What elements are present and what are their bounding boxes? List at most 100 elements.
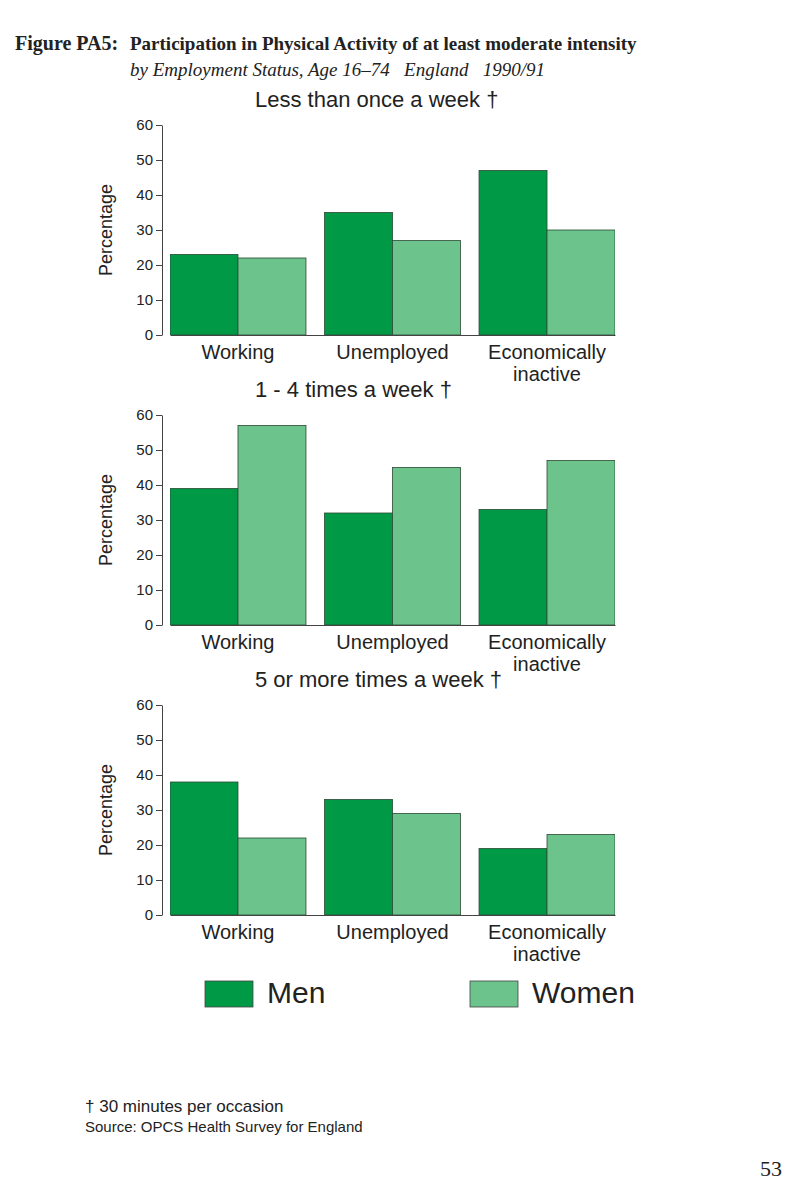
y-tick-label: 10 <box>136 581 153 598</box>
y-tick-mark <box>156 880 162 881</box>
bars <box>170 426 615 626</box>
x-tick-label: Unemployed <box>336 631 448 653</box>
y-tick: 30 <box>136 221 162 238</box>
bar <box>170 255 238 336</box>
x-axis-line <box>171 915 616 916</box>
legend-label: Men <box>267 976 325 1009</box>
y-tick-label: 40 <box>136 476 153 493</box>
bar <box>325 513 393 625</box>
y-tick: 10 <box>136 291 162 308</box>
y-tick-label: 40 <box>136 186 153 203</box>
panel: 1 - 4 times a week †0102030405060Percent… <box>96 377 616 675</box>
legend-swatch <box>470 981 518 1007</box>
bar <box>393 241 461 336</box>
x-tick-label: Working <box>201 341 274 363</box>
bars <box>170 782 615 915</box>
y-tick-mark <box>156 195 162 196</box>
y-tick-mark <box>156 915 162 916</box>
bar <box>547 230 615 335</box>
x-tick: Unemployed <box>336 341 448 363</box>
source: Source: OPCS Health Survey for England <box>85 1118 363 1135</box>
bar <box>479 849 547 916</box>
bar <box>238 426 306 626</box>
y-tick-label: 10 <box>136 291 153 308</box>
y-tick-label: 30 <box>136 221 153 238</box>
y-tick: 0 <box>145 906 162 923</box>
y-tick-label: 60 <box>136 116 153 133</box>
y-tick: 50 <box>136 151 162 168</box>
y-tick-label: 0 <box>145 326 153 343</box>
y-tick: 0 <box>145 326 162 343</box>
x-tick: Economicallyinactive <box>488 921 606 965</box>
y-tick: 40 <box>136 186 162 203</box>
y-tick: 10 <box>136 871 162 888</box>
legend-label: Women <box>532 976 635 1009</box>
x-tick: Economicallyinactive <box>488 631 606 675</box>
y-axis: 0102030405060 <box>136 696 162 923</box>
figure: Figure PA5:Participation in Physical Act… <box>0 0 800 1192</box>
y-tick-label: 0 <box>145 906 153 923</box>
y-tick: 20 <box>136 546 162 563</box>
y-tick-mark <box>156 265 162 266</box>
bar <box>547 835 615 916</box>
x-tick: Unemployed <box>336 631 448 653</box>
y-tick-mark <box>156 705 162 706</box>
y-tick-mark <box>156 775 162 776</box>
y-tick: 40 <box>136 476 162 493</box>
y-tick-label: 50 <box>136 441 153 458</box>
bar <box>170 489 238 626</box>
bar <box>393 468 461 626</box>
y-tick-mark <box>156 415 162 416</box>
y-tick-mark <box>156 590 162 591</box>
y-tick-label: 30 <box>136 511 153 528</box>
y-tick-label: 50 <box>136 151 153 168</box>
x-tick: Working <box>201 631 274 653</box>
y-tick: 20 <box>136 256 162 273</box>
y-tick-label: 30 <box>136 801 153 818</box>
x-tick-label: Economicallyinactive <box>488 631 606 675</box>
bar <box>238 258 306 335</box>
y-axis-title: Percentage <box>96 474 116 566</box>
x-axis-line <box>171 335 616 336</box>
chart-title: 1 - 4 times a week † <box>255 377 452 402</box>
y-axis-line <box>162 706 163 916</box>
y-tick-mark <box>156 520 162 521</box>
y-tick-mark <box>156 230 162 231</box>
legend: Men Women <box>205 976 635 1009</box>
x-tick-label: Economicallyinactive <box>488 921 606 965</box>
y-tick-label: 20 <box>136 546 153 563</box>
y-tick-mark <box>156 300 162 301</box>
y-tick: 30 <box>136 511 162 528</box>
bar <box>325 800 393 916</box>
bars <box>170 171 615 336</box>
figure-subtitle: by Employment Status, Age 16–74 England … <box>130 59 545 80</box>
y-axis: 0 10 20 30 40 50 60 <box>136 116 162 343</box>
y-axis-line <box>162 126 163 336</box>
x-tick: Working <box>201 921 274 943</box>
y-tick-label: 20 <box>136 256 153 273</box>
y-tick-mark <box>156 125 162 126</box>
bar <box>170 782 238 915</box>
x-tick-label: Economicallyinactive <box>488 341 606 385</box>
bar <box>325 213 393 336</box>
y-tick-mark <box>156 485 162 486</box>
figure-label: Figure PA5: <box>15 32 118 55</box>
y-tick-label: 50 <box>136 731 153 748</box>
x-tick: Unemployed <box>336 921 448 943</box>
chart-title: Less than once a week † <box>255 87 498 112</box>
y-tick: 30 <box>136 801 162 818</box>
bar <box>547 461 615 626</box>
chart-title: 5 or more times a week † <box>255 667 502 692</box>
y-tick: 60 <box>136 696 162 713</box>
y-tick-mark <box>156 160 162 161</box>
y-tick-label: 10 <box>136 871 153 888</box>
page-number: 53 <box>760 1156 782 1181</box>
x-tick: Working <box>201 341 274 363</box>
y-tick-mark <box>156 555 162 556</box>
y-tick: 50 <box>136 441 162 458</box>
y-tick-label: 60 <box>136 696 153 713</box>
bar <box>393 814 461 916</box>
y-tick-mark <box>156 625 162 626</box>
panel: Less than once a week †0102030405060Perc… <box>96 87 616 385</box>
x-tick: Economicallyinactive <box>488 341 606 385</box>
